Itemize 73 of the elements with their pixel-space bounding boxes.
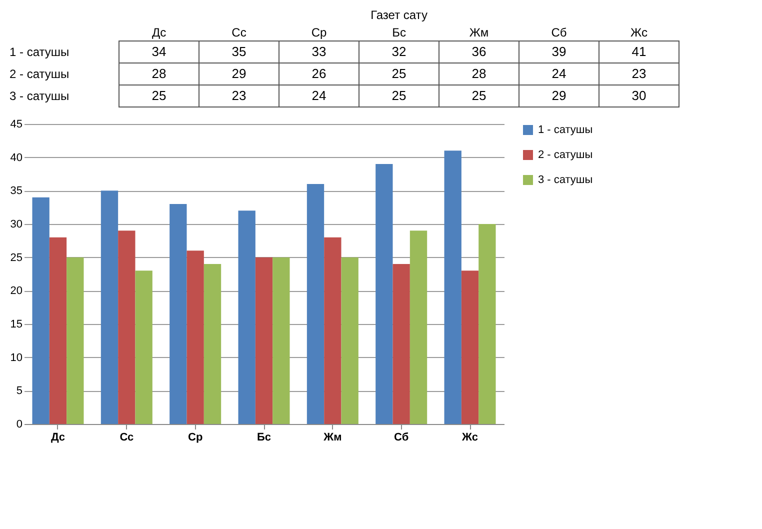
y-tick-label: 15	[10, 318, 22, 330]
y-tick-label: 40	[10, 152, 22, 164]
y-tick-label: 0	[16, 418, 22, 430]
bar	[32, 197, 50, 424]
bar	[135, 270, 152, 424]
data-label: 29	[232, 66, 246, 81]
data-label: 35	[232, 44, 246, 59]
data-label: 33	[312, 44, 326, 59]
bar	[204, 264, 222, 424]
data-label: 36	[472, 44, 486, 59]
bar	[410, 230, 428, 424]
x-tick-label: Ср	[311, 26, 327, 40]
legend-label: 3 - сатушы	[538, 174, 593, 186]
data-label: 25	[472, 88, 486, 103]
data-label: 25	[392, 66, 406, 81]
bar	[186, 250, 204, 424]
data-label: 24	[552, 66, 566, 81]
y-tick-label: 30	[10, 218, 22, 230]
y-tick-label: 20	[10, 285, 22, 298]
y-tick-label: 35	[10, 185, 22, 198]
y-tick-label: 2 - сатушы	[10, 67, 70, 81]
bar	[100, 190, 118, 424]
bar	[376, 164, 393, 424]
data-label: 28	[472, 66, 486, 81]
bar	[392, 264, 410, 424]
x-tick-label: Дс	[152, 26, 166, 40]
bar	[170, 204, 187, 424]
x-tick-label: Жм	[322, 432, 342, 444]
bar	[118, 230, 136, 424]
x-tick-label: Сс	[232, 26, 246, 40]
x-tick-label: Жс	[630, 26, 648, 40]
bar	[324, 237, 342, 424]
x-tick-label: Сб	[394, 432, 409, 444]
bar	[238, 210, 256, 424]
y-tick-label: 25	[10, 252, 22, 264]
data-label: 25	[152, 88, 166, 103]
bar	[49, 237, 67, 424]
x-tick-label: Сс	[120, 432, 134, 444]
data-label: 34	[152, 44, 166, 59]
bar	[444, 150, 462, 424]
data-label: 28	[152, 66, 166, 81]
data-label: 41	[632, 44, 646, 59]
bar	[478, 224, 496, 424]
x-tick-label: Дс	[51, 432, 65, 444]
y-tick-label: 5	[16, 385, 22, 398]
legend-label: 2 - сатушы	[538, 149, 593, 161]
bar	[255, 257, 273, 424]
x-tick-label: Бс	[392, 26, 406, 40]
data-label: 32	[392, 44, 406, 59]
bar	[341, 257, 358, 424]
data-label: 24	[312, 88, 326, 103]
data-label: 29	[552, 88, 566, 103]
data-label: 23	[232, 88, 246, 103]
data-label: 25	[392, 88, 406, 103]
bar	[306, 184, 324, 424]
y-tick-label: 45	[10, 118, 22, 130]
y-tick-label: 3 - сатушы	[10, 89, 70, 103]
x-tick-label: Жм	[469, 26, 489, 40]
x-tick-label: Ср	[188, 432, 203, 444]
y-tick-label: 1 - сатушы	[10, 45, 70, 59]
bar	[66, 257, 84, 424]
data-label: 26	[312, 66, 326, 81]
data-label: 30	[632, 88, 646, 103]
legend-label: 1 - сатушы	[538, 124, 593, 136]
bar	[461, 270, 479, 424]
x-tick-label: Бс	[256, 432, 272, 444]
x-tick-label: Жс	[460, 432, 478, 444]
data-label: 23	[632, 66, 646, 81]
bar	[272, 257, 290, 424]
data-label: 39	[552, 44, 566, 59]
y-tick-label: 10	[10, 352, 22, 364]
chart-title: Газет сату	[370, 8, 428, 22]
x-tick-label: Сб	[551, 26, 567, 40]
